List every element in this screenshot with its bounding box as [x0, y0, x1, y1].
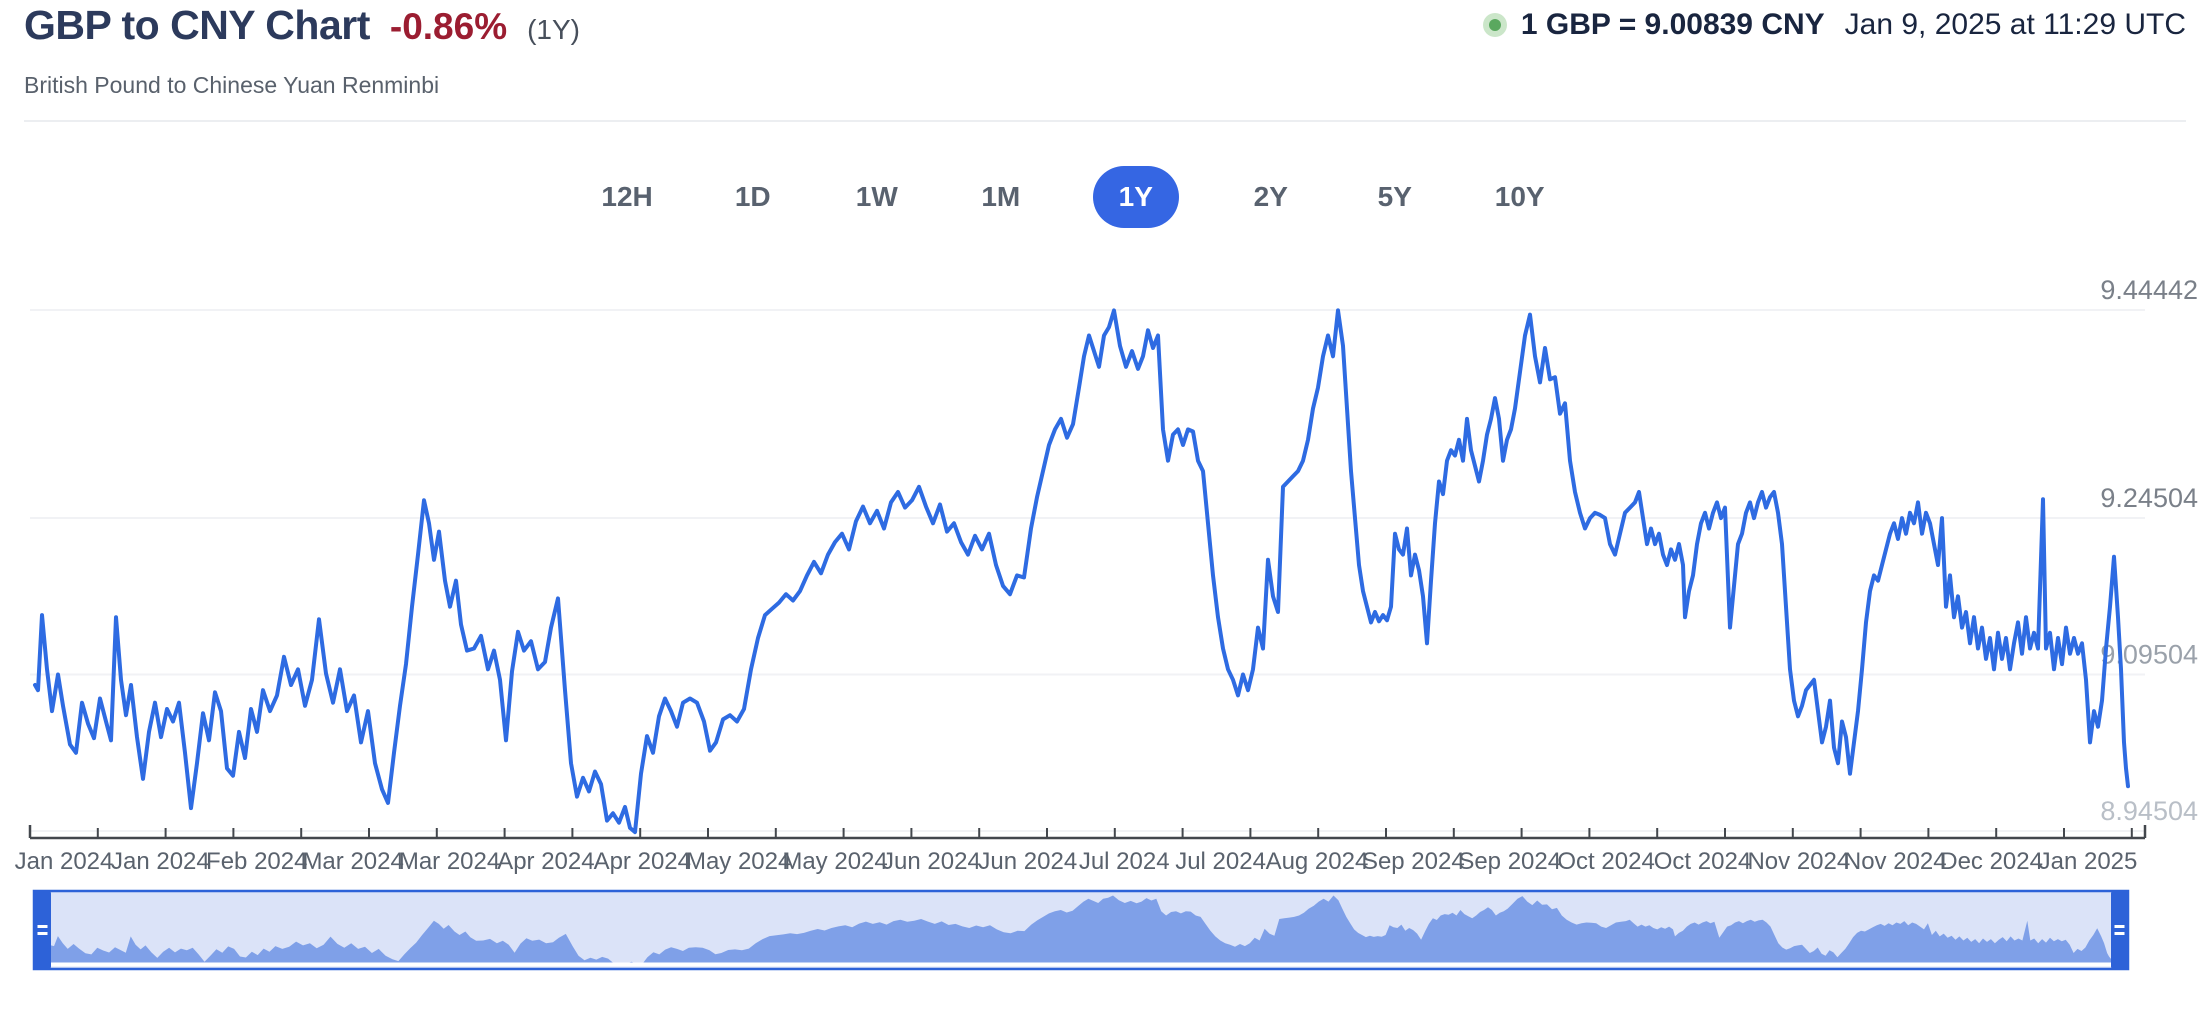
drag-handle-icon: [2114, 925, 2125, 928]
live-rate-block: 1 GBP = 9.00839 CNY Jan 9, 2025 at 11:29…: [1482, 8, 2186, 42]
x-tick-label: Sep 2024: [1362, 848, 1465, 875]
rate-line: [33, 308, 2130, 835]
y-tick-label: 9.24504: [2100, 483, 2198, 513]
live-status-icon: [1482, 13, 1507, 37]
tab-1w[interactable]: 1W: [855, 181, 898, 212]
header-divider: [24, 120, 2186, 122]
x-tick-label: Aug 2024: [1266, 848, 1369, 875]
chart-subtitle: British Pound to Chinese Yuan Renminbi: [24, 72, 440, 98]
x-tick-label: May 2024: [782, 848, 887, 875]
tab-1d[interactable]: 1D: [734, 181, 771, 212]
x-tick-label: May 2024: [686, 848, 791, 875]
drag-handle-icon: [2114, 932, 2125, 935]
drag-handle-icon: [37, 925, 48, 928]
tab-2y[interactable]: 2Y: [1253, 181, 1288, 212]
y-tick-label: 9.09504: [2100, 640, 2198, 670]
x-tick-label: Jun 2024: [978, 848, 1077, 875]
tab-12h[interactable]: 12H: [601, 181, 653, 212]
x-tick-label: Jan 2024: [15, 848, 114, 875]
drag-handle-icon: [37, 932, 48, 935]
chart-header: GBP to CNY Chart -0.86% (1Y): [24, 2, 580, 49]
brush-area: [51, 895, 2111, 965]
x-tick-label: Dec 2024: [1940, 848, 2043, 875]
x-tick-label: Oct 2024: [1654, 848, 1751, 875]
x-tick-label: Feb 2024: [206, 848, 307, 875]
x-tick-label: Jul 2024: [1079, 848, 1170, 875]
x-tick-label: Mar 2024: [302, 848, 403, 875]
page-title: GBP to CNY Chart: [24, 2, 370, 48]
y-tick-label: 9.44442: [2100, 275, 2198, 305]
x-tick-label: Mar 2024: [399, 848, 500, 875]
x-tick-label: Apr 2024: [594, 848, 691, 875]
x-tick-label: Jan 2025: [2039, 848, 2138, 875]
time-range-tabs: 12H 1D 1W 1M 1Y 2Y 5Y 10Y: [0, 166, 2146, 228]
change-percent: -0.86%: [389, 6, 508, 47]
rate-timestamp: Jan 9, 2025 at 11:29 UTC: [1844, 8, 2186, 41]
x-tick-label: Nov 2024: [1844, 848, 1947, 875]
x-tick-label: Oct 2024: [1557, 848, 1654, 875]
y-tick-label: 8.94504: [2100, 796, 2198, 826]
brush-area-baseline: [51, 962, 2111, 967]
x-tick-label: Jul 2024: [1175, 848, 1266, 875]
x-tick-label: Sep 2024: [1458, 848, 1561, 875]
x-tick-label: Nov 2024: [1747, 848, 1850, 875]
brush-handle-right[interactable]: [2111, 891, 2128, 969]
x-tick-label: Apr 2024: [497, 848, 594, 875]
x-tick-label: Jan 2024: [111, 848, 210, 875]
tab-1m[interactable]: 1M: [981, 181, 1021, 212]
tab-1y[interactable]: 1Y: [1092, 166, 1179, 228]
live-rate-value: 1 GBP = 9.00839 CNY: [1520, 8, 1825, 41]
change-period-label: (1Y): [527, 14, 581, 45]
tab-10y[interactable]: 10Y: [1494, 181, 1545, 212]
brush-handle-left[interactable]: [34, 891, 51, 969]
tab-5y[interactable]: 5Y: [1377, 181, 1412, 212]
x-tick-label: Jun 2024: [882, 848, 981, 875]
